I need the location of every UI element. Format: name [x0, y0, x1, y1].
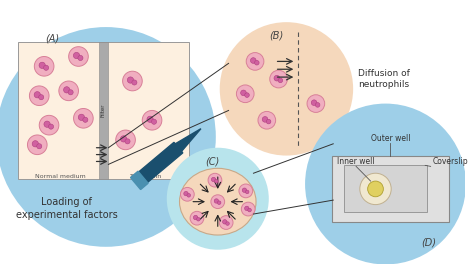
- FancyBboxPatch shape: [331, 156, 449, 222]
- Circle shape: [270, 70, 287, 88]
- Circle shape: [211, 177, 216, 182]
- Circle shape: [190, 211, 204, 225]
- Circle shape: [305, 104, 466, 264]
- Circle shape: [167, 148, 269, 250]
- FancyBboxPatch shape: [344, 165, 427, 213]
- Circle shape: [132, 80, 137, 85]
- Circle shape: [69, 47, 88, 66]
- Circle shape: [248, 208, 251, 212]
- Circle shape: [197, 217, 200, 221]
- Polygon shape: [135, 142, 183, 186]
- Circle shape: [123, 71, 142, 91]
- Circle shape: [184, 191, 188, 196]
- Circle shape: [181, 187, 194, 201]
- Circle shape: [315, 103, 320, 107]
- Circle shape: [241, 90, 246, 96]
- Text: Normal medium: Normal medium: [35, 174, 86, 179]
- Circle shape: [34, 92, 40, 98]
- Circle shape: [36, 144, 42, 149]
- Circle shape: [152, 119, 156, 124]
- Circle shape: [68, 90, 73, 95]
- Circle shape: [44, 65, 49, 70]
- Circle shape: [0, 27, 216, 247]
- Circle shape: [73, 52, 80, 59]
- Circle shape: [250, 58, 256, 63]
- Circle shape: [208, 173, 222, 187]
- Circle shape: [78, 114, 84, 120]
- Circle shape: [78, 56, 83, 61]
- Text: Inner well: Inner well: [337, 157, 375, 166]
- Circle shape: [219, 216, 233, 229]
- Circle shape: [27, 135, 47, 155]
- Circle shape: [368, 181, 383, 197]
- Text: Diffusion of
neutrophils: Diffusion of neutrophils: [358, 69, 410, 89]
- Circle shape: [29, 86, 49, 105]
- Text: Tuberculin: Tuberculin: [130, 174, 163, 179]
- Text: Filter: Filter: [101, 104, 106, 117]
- Circle shape: [220, 22, 353, 156]
- Circle shape: [34, 57, 54, 76]
- Text: Coverslip: Coverslip: [433, 157, 468, 166]
- Circle shape: [258, 111, 276, 129]
- Circle shape: [59, 81, 79, 101]
- Circle shape: [116, 130, 136, 150]
- Polygon shape: [130, 171, 148, 190]
- Text: Loading of
experimental factors: Loading of experimental factors: [16, 197, 118, 220]
- Circle shape: [241, 202, 255, 216]
- Text: (D): (D): [421, 238, 437, 248]
- Circle shape: [246, 53, 264, 70]
- Circle shape: [120, 136, 127, 142]
- Circle shape: [64, 87, 70, 93]
- Circle shape: [239, 184, 253, 198]
- Circle shape: [223, 220, 227, 224]
- Circle shape: [211, 195, 225, 209]
- Circle shape: [73, 108, 93, 128]
- Circle shape: [48, 124, 54, 129]
- Text: (A): (A): [45, 34, 59, 44]
- Circle shape: [32, 141, 38, 147]
- Circle shape: [218, 201, 221, 205]
- Circle shape: [128, 77, 134, 83]
- Circle shape: [245, 93, 249, 97]
- Circle shape: [360, 173, 391, 205]
- Circle shape: [255, 60, 259, 65]
- Circle shape: [242, 188, 246, 193]
- Text: (B): (B): [269, 30, 283, 40]
- Circle shape: [215, 179, 218, 183]
- Circle shape: [246, 190, 249, 194]
- Text: (C): (C): [206, 156, 220, 167]
- Circle shape: [142, 111, 162, 130]
- Circle shape: [39, 62, 46, 68]
- Circle shape: [262, 117, 268, 122]
- Circle shape: [83, 117, 88, 122]
- Circle shape: [214, 199, 219, 203]
- Circle shape: [39, 115, 59, 135]
- Circle shape: [187, 194, 191, 197]
- Circle shape: [266, 119, 271, 124]
- Circle shape: [193, 215, 198, 220]
- Circle shape: [44, 121, 50, 127]
- Circle shape: [237, 85, 254, 103]
- Ellipse shape: [180, 168, 256, 235]
- Text: Outer well: Outer well: [371, 134, 410, 143]
- Circle shape: [39, 95, 44, 100]
- Circle shape: [125, 139, 130, 144]
- Polygon shape: [175, 129, 201, 151]
- FancyBboxPatch shape: [18, 42, 189, 179]
- Circle shape: [278, 78, 283, 83]
- Bar: [99, 42, 109, 179]
- Circle shape: [245, 206, 249, 211]
- Circle shape: [274, 75, 280, 81]
- Circle shape: [147, 116, 153, 122]
- Circle shape: [226, 222, 229, 225]
- Circle shape: [307, 95, 325, 112]
- Circle shape: [311, 100, 317, 105]
